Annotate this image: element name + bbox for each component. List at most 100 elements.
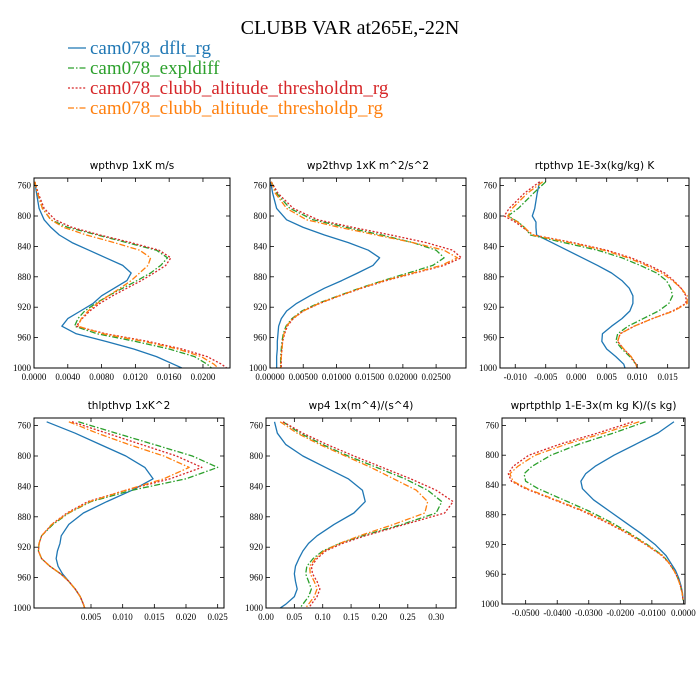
y-tick-label: 880 [250,512,264,522]
x-tick-label: 0.015 [144,612,165,622]
x-tick-label: -0.005 [534,372,558,382]
panel-title: wp4 1x(m^4)/(s^4) [309,400,414,412]
panel-title: wp2thvp 1xK m^2/s^2 [307,160,429,172]
series-line-1 [270,181,445,368]
y-tick-label: 800 [18,451,32,461]
y-tick-label: 920 [254,302,268,312]
x-tick-label: 0.025 [208,612,229,622]
legend-label-1: cam078_expldiff [90,58,220,79]
series-line-3 [507,181,688,368]
x-tick-label: -0.0100 [638,608,666,618]
x-tick-label: 0.000 [566,372,587,382]
x-tick-label: 0.0200 [191,372,216,382]
plot-frame [33,417,225,609]
x-tick-label: 0.01000 [322,372,352,382]
series-line-2 [270,181,462,368]
plot-frame [499,177,690,369]
y-tick-label: 840 [18,481,32,491]
x-tick-label: 0.010 [113,612,134,622]
y-tick-label: 1000 [481,599,500,609]
y-tick-label: 840 [18,241,32,251]
x-tick-label: 0.02000 [388,372,418,382]
y-tick-label: 840 [250,481,264,491]
plot-frame [33,177,231,369]
x-tick-label: 0.0120 [123,372,148,382]
series-line-2 [37,421,203,608]
y-tick-label: 960 [484,333,498,343]
x-tick-label: 0.01500 [355,372,385,382]
y-tick-label: 760 [486,420,500,430]
series-line-0 [273,421,366,608]
x-tick-label: 0.02500 [421,372,451,382]
y-tick-label: 800 [18,211,32,221]
y-tick-label: 920 [250,542,264,552]
y-tick-label: 760 [250,421,264,431]
x-tick-label: 0.015 [658,372,679,382]
y-tick-label: 920 [18,542,32,552]
panels-grid: wpthvp 1xK m/s76080084088092096010000.00… [13,160,696,622]
y-tick-label: 1000 [249,363,268,373]
series-line-3 [279,421,429,608]
series-line-1 [282,421,443,608]
y-tick-label: 760 [484,181,498,191]
y-tick-label: 840 [486,480,500,490]
y-tick-label: 760 [18,181,32,191]
y-tick-label: 800 [486,450,500,460]
x-tick-label: 0.05 [286,612,302,622]
y-tick-label: 760 [18,421,32,431]
x-tick-label: -0.0300 [575,608,603,618]
y-tick-label: 960 [486,569,500,579]
y-tick-label: 1000 [13,603,32,613]
x-tick-label: 0.005 [597,372,618,382]
x-tick-label: -0.0500 [512,608,540,618]
y-tick-label: 880 [18,272,32,282]
y-tick-label: 880 [254,272,268,282]
legend-label-0: cam078_dflt_rg [90,38,212,59]
x-tick-label: -0.010 [504,372,528,382]
panel-5: wprtpthlp 1-E-3x(m kg K)/(s kg) 760 800 840… [481,400,696,618]
panel-title: rtpthvp 1E-3x(kg/kg) K [535,160,656,172]
series-line-0 [46,421,154,608]
x-tick-label: -0.0200 [606,608,634,618]
plot-frame [269,177,467,369]
series-line-3 [509,421,684,601]
legend: cam078_dflt_rgcam078_expldiffcam078_club… [68,38,389,119]
series-line-3 [34,181,219,368]
series-line-2 [503,181,687,368]
legend-label-2: cam078_clubb_altitude_thresholdm_rg [90,78,389,99]
panel-2: rtpthvp 1E-3x(kg/kg) K 760 800 840 880 920 960… [479,160,690,382]
x-tick-label: 0.005 [81,612,102,622]
x-tick-label: 0.00 [258,612,274,622]
y-tick-label: 960 [18,333,32,343]
series-line-0 [580,421,684,601]
y-tick-label: 800 [254,211,268,221]
y-tick-label: 960 [18,573,32,583]
panel-title: thlpthvp 1xK^2 [88,400,171,412]
panel-1: wp2thvp 1xK m^2/s^2 760 800 840 880 920 960 100… [249,160,467,382]
x-tick-label: 0.20 [372,612,388,622]
y-tick-label: 800 [250,451,264,461]
y-tick-label: 1000 [13,363,32,373]
series-line-3 [37,421,190,608]
x-tick-label: 0.10 [315,612,331,622]
y-tick-label: 800 [484,211,498,221]
figure-title: CLUBB VAR at265E,-22N [241,17,460,39]
x-tick-label: 0.010 [627,372,648,382]
panel-title: wpthvp 1xK m/s [90,160,175,172]
y-tick-label: 960 [254,333,268,343]
y-tick-label: 1000 [479,363,498,373]
y-tick-label: 880 [484,272,498,282]
series-line-2 [507,421,684,601]
series-line-2 [282,421,454,608]
series-line-0 [34,181,183,368]
plot-frame [501,417,686,605]
x-tick-label: 0.30 [428,612,444,622]
series-line-0 [531,181,634,368]
x-tick-label: 0.0160 [157,372,182,382]
x-tick-label: 0.0000 [22,372,47,382]
panel-title: wprtpthlp 1-E-3x(m kg K)/(s kg) [511,400,677,412]
x-tick-label: 0.0040 [55,372,80,382]
y-tick-label: 920 [484,302,498,312]
panel-3: thlpthvp 1xK^2 760 800 840 880 920 960 1000 0.00… [13,400,228,622]
y-tick-label: 840 [484,241,498,251]
